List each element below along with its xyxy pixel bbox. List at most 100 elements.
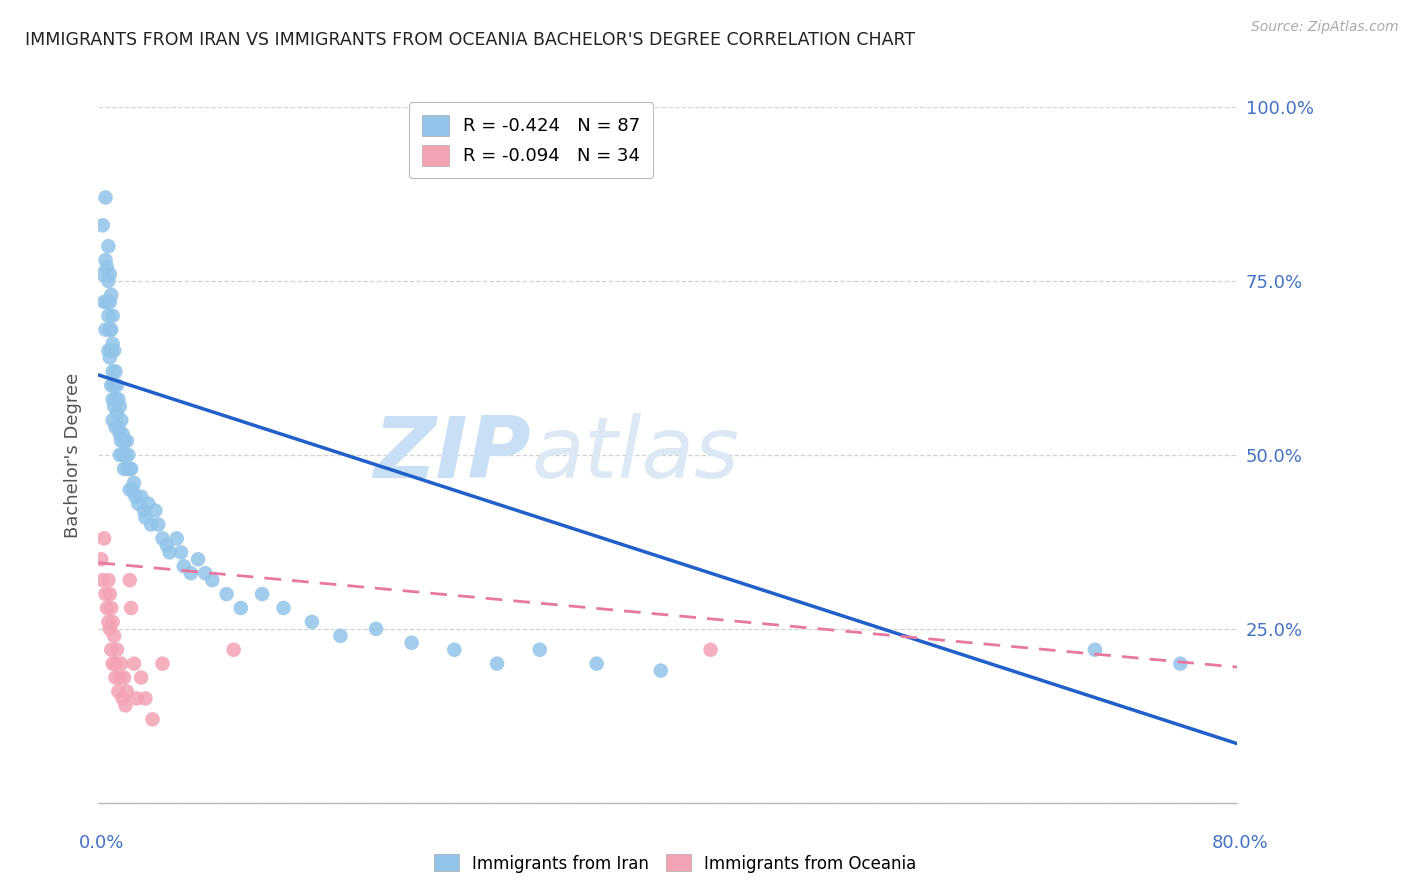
- Point: [100, 323, 122, 337]
- Point: [134, 691, 156, 706]
- Point: [152, 657, 174, 671]
- Point: [699, 642, 721, 657]
- Point: [90, 552, 112, 566]
- Point: [94, 253, 117, 268]
- Point: [124, 490, 146, 504]
- Point: [101, 657, 124, 671]
- Point: [170, 545, 193, 559]
- Point: [108, 427, 131, 442]
- Point: [101, 364, 124, 378]
- Point: [94, 190, 117, 204]
- Point: [108, 448, 131, 462]
- Point: [114, 698, 136, 713]
- Point: [98, 323, 121, 337]
- Text: 80.0%: 80.0%: [1212, 834, 1268, 852]
- Point: [100, 601, 122, 615]
- Point: [107, 684, 129, 698]
- Point: [97, 309, 120, 323]
- Point: [111, 427, 134, 442]
- Point: [201, 573, 224, 587]
- Point: [100, 288, 122, 302]
- Point: [98, 587, 121, 601]
- Point: [152, 532, 174, 546]
- Point: [98, 622, 121, 636]
- Point: [91, 267, 114, 281]
- Point: [100, 378, 122, 392]
- Point: [101, 392, 124, 407]
- Point: [134, 510, 156, 524]
- Point: [112, 434, 135, 448]
- Point: [114, 448, 136, 462]
- Point: [529, 642, 551, 657]
- Point: [148, 517, 170, 532]
- Point: [215, 587, 238, 601]
- Point: [110, 657, 132, 671]
- Point: [97, 274, 120, 288]
- Y-axis label: Bachelor's Degree: Bachelor's Degree: [65, 372, 83, 538]
- Point: [105, 642, 128, 657]
- Point: [103, 399, 125, 413]
- Point: [145, 503, 167, 517]
- Point: [110, 434, 132, 448]
- Point: [108, 671, 131, 685]
- Point: [120, 462, 142, 476]
- Text: 0.0%: 0.0%: [79, 834, 124, 852]
- Point: [115, 434, 138, 448]
- Point: [222, 642, 245, 657]
- Point: [100, 343, 122, 358]
- Point: [101, 615, 124, 629]
- Point: [364, 622, 387, 636]
- Text: Source: ZipAtlas.com: Source: ZipAtlas.com: [1251, 20, 1399, 34]
- Text: IMMIGRANTS FROM IRAN VS IMMIGRANTS FROM OCEANIA BACHELOR'S DEGREE CORRELATION CH: IMMIGRANTS FROM IRAN VS IMMIGRANTS FROM …: [25, 31, 915, 49]
- Point: [121, 483, 143, 497]
- Point: [125, 691, 148, 706]
- Point: [108, 399, 131, 413]
- Point: [103, 378, 125, 392]
- Point: [139, 517, 162, 532]
- Point: [132, 503, 155, 517]
- Point: [93, 294, 115, 309]
- Point: [156, 538, 179, 552]
- Point: [105, 406, 128, 420]
- Point: [127, 497, 149, 511]
- Point: [229, 601, 252, 615]
- Point: [96, 294, 118, 309]
- Point: [96, 260, 118, 274]
- Point: [104, 364, 127, 378]
- Point: [118, 573, 141, 587]
- Point: [301, 615, 323, 629]
- Point: [329, 629, 352, 643]
- Point: [194, 566, 217, 581]
- Point: [103, 629, 125, 643]
- Point: [112, 671, 135, 685]
- Point: [103, 343, 125, 358]
- Point: [159, 545, 181, 559]
- Point: [111, 691, 134, 706]
- Point: [1084, 642, 1107, 657]
- Point: [104, 657, 127, 671]
- Point: [94, 323, 117, 337]
- Point: [101, 309, 124, 323]
- Point: [187, 552, 209, 566]
- Point: [129, 490, 152, 504]
- Point: [401, 636, 423, 650]
- Point: [97, 239, 120, 253]
- Legend: Immigrants from Iran, Immigrants from Oceania: Immigrants from Iran, Immigrants from Oc…: [427, 847, 922, 880]
- Legend: R = -0.424   N = 87, R = -0.094   N = 34: R = -0.424 N = 87, R = -0.094 N = 34: [409, 103, 654, 178]
- Point: [1170, 657, 1192, 671]
- Point: [115, 462, 138, 476]
- Point: [98, 351, 121, 365]
- Point: [166, 532, 188, 546]
- Point: [105, 378, 128, 392]
- Point: [110, 413, 132, 427]
- Point: [97, 343, 120, 358]
- Point: [180, 566, 202, 581]
- Point: [101, 336, 124, 351]
- Point: [122, 657, 145, 671]
- Point: [94, 587, 117, 601]
- Point: [115, 684, 138, 698]
- Point: [120, 601, 142, 615]
- Point: [93, 532, 115, 546]
- Point: [112, 462, 135, 476]
- Point: [100, 642, 122, 657]
